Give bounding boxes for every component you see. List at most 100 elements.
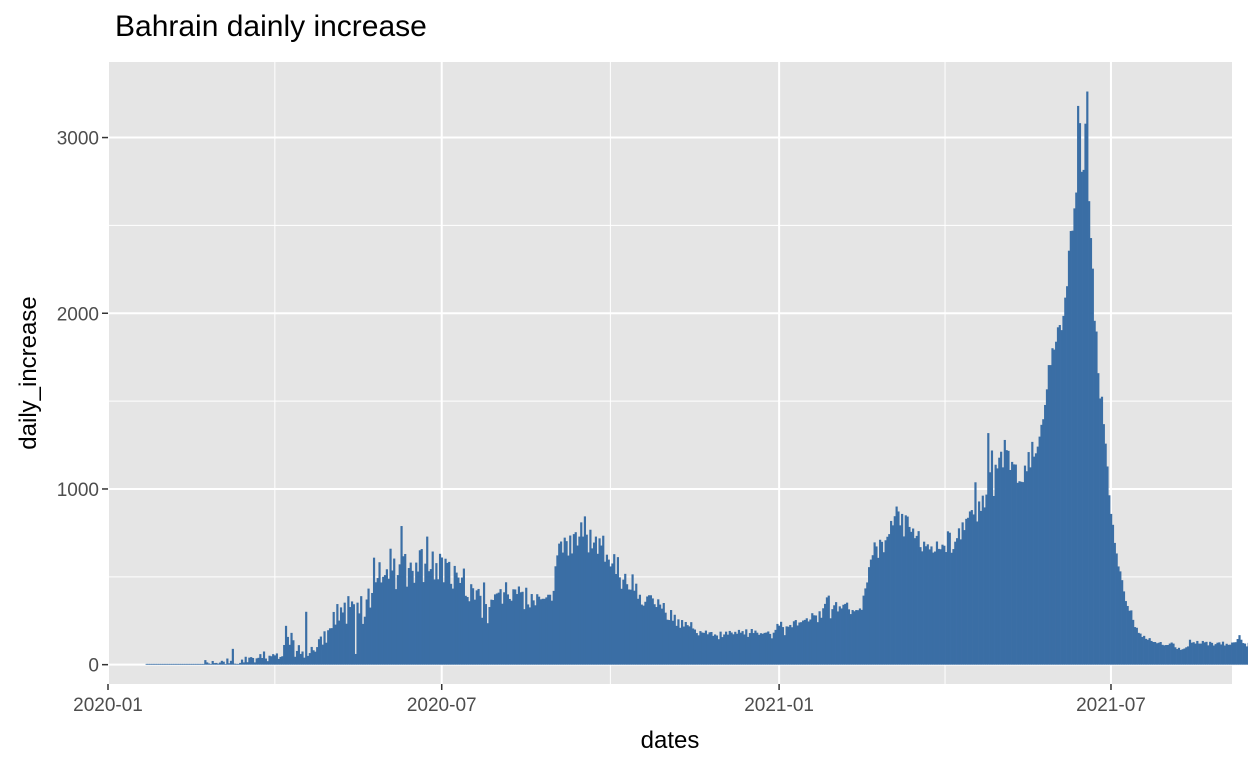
bar <box>904 515 907 665</box>
bar <box>215 662 218 665</box>
bar <box>1062 315 1065 665</box>
bar <box>349 607 352 665</box>
bar <box>374 582 377 665</box>
bar <box>339 607 343 665</box>
bar <box>660 608 664 665</box>
bar <box>928 549 931 665</box>
bar <box>303 657 306 665</box>
bar <box>558 543 561 665</box>
bar <box>840 608 843 665</box>
bar <box>578 536 581 665</box>
bar <box>981 495 984 665</box>
bar <box>283 644 286 665</box>
bar <box>1229 644 1232 665</box>
bar <box>391 570 394 665</box>
bar <box>802 620 805 665</box>
bar <box>767 631 770 665</box>
bar <box>893 516 896 665</box>
bar <box>189 663 192 665</box>
bar <box>985 494 988 665</box>
bar <box>831 609 834 665</box>
bar <box>178 663 181 665</box>
bar <box>820 617 823 665</box>
bar <box>341 612 344 665</box>
bar <box>475 590 478 665</box>
bar <box>622 579 625 665</box>
bar <box>306 655 310 665</box>
bar <box>308 653 311 665</box>
bar <box>910 531 913 665</box>
bar <box>899 525 902 665</box>
bar <box>1137 632 1140 665</box>
bar <box>541 598 544 665</box>
bar <box>165 663 168 665</box>
bar <box>466 597 469 665</box>
bar <box>1176 649 1179 665</box>
bar <box>574 532 577 665</box>
bar <box>1023 465 1027 665</box>
bar <box>310 646 313 665</box>
bar <box>163 663 167 665</box>
bar <box>479 595 482 665</box>
bar <box>547 594 550 665</box>
bar <box>693 629 697 665</box>
bar <box>723 634 726 665</box>
bar <box>196 663 200 665</box>
bar <box>866 582 869 665</box>
bar <box>644 601 647 665</box>
bar <box>946 531 950 665</box>
bar <box>913 538 917 665</box>
bar <box>655 607 658 665</box>
bar <box>1045 389 1049 665</box>
bar <box>151 663 154 665</box>
bar <box>706 634 709 665</box>
bar <box>1148 638 1151 665</box>
bar <box>1234 642 1237 665</box>
bar <box>730 632 733 665</box>
bar <box>482 582 486 665</box>
bar <box>979 510 983 665</box>
bar <box>394 589 398 665</box>
bar <box>846 602 849 665</box>
bar <box>270 656 273 665</box>
bar <box>811 613 814 665</box>
bar <box>1086 91 1089 665</box>
bar <box>1088 201 1091 665</box>
bar <box>294 656 297 665</box>
bar <box>376 578 379 665</box>
bar <box>1146 639 1149 665</box>
bar <box>675 625 678 665</box>
bar <box>383 575 387 665</box>
bar <box>972 514 975 665</box>
bar <box>1144 638 1148 665</box>
bar <box>1245 646 1248 665</box>
bar <box>1132 619 1135 665</box>
bar <box>1198 643 1201 665</box>
bar <box>1218 642 1221 665</box>
bar <box>297 645 300 665</box>
bar <box>888 534 891 665</box>
bar <box>319 636 322 665</box>
bar <box>647 595 651 665</box>
bar <box>1077 105 1080 665</box>
bar <box>570 553 574 665</box>
bar <box>646 596 649 665</box>
bar <box>1143 635 1146 665</box>
bar <box>635 583 638 665</box>
bar <box>825 597 829 665</box>
bar <box>426 536 429 665</box>
bar <box>798 622 801 665</box>
bar <box>1179 649 1182 665</box>
bar <box>816 622 819 665</box>
bar <box>174 663 178 665</box>
bar <box>912 528 915 665</box>
bar <box>497 592 500 665</box>
bar <box>354 653 357 665</box>
bar <box>836 611 840 665</box>
bar <box>572 534 576 665</box>
bar <box>868 567 871 665</box>
bar <box>917 531 920 665</box>
bar <box>328 628 332 665</box>
bar <box>636 598 640 665</box>
bar <box>530 594 533 665</box>
